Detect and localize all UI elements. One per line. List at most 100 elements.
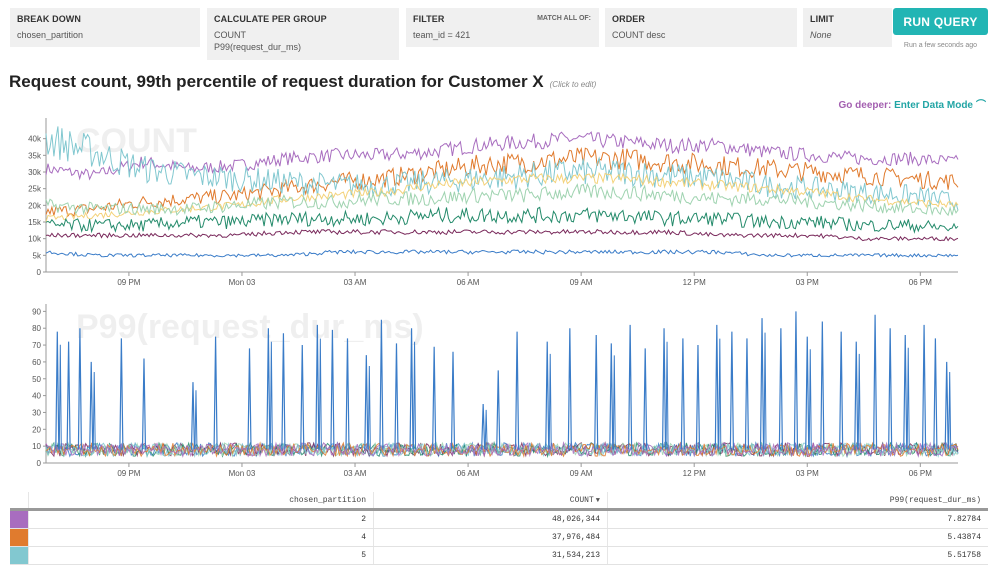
- p99-spike[interactable]: [609, 343, 614, 450]
- p99-spike[interactable]: [665, 341, 669, 450]
- filter-clause[interactable]: FILTER MATCH ALL OF: team_id = 421: [406, 8, 599, 47]
- p99-spike[interactable]: [55, 331, 60, 450]
- series-line-5[interactable]: [45, 126, 959, 211]
- p99-spike[interactable]: [194, 390, 198, 450]
- p99-spike[interactable]: [432, 346, 437, 450]
- p99-spike[interactable]: [281, 333, 286, 450]
- p99-spike[interactable]: [545, 341, 550, 450]
- run-query-button[interactable]: RUN QUERY: [893, 8, 988, 35]
- header-p99[interactable]: P99(request_dur_ms): [607, 492, 988, 508]
- series-line-2[interactable]: [45, 131, 959, 181]
- p99-spike[interactable]: [77, 328, 83, 450]
- series-line-series-7[interactable]: [45, 228, 959, 242]
- p99-spike[interactable]: [628, 324, 633, 450]
- p99-spike[interactable]: [92, 372, 96, 450]
- p99-spike[interactable]: [763, 332, 767, 450]
- p99-spike[interactable]: [680, 338, 685, 450]
- p99-spike[interactable]: [820, 321, 825, 450]
- p99-spike[interactable]: [729, 331, 734, 450]
- p99-spike[interactable]: [266, 328, 271, 450]
- p99-spike[interactable]: [213, 336, 218, 450]
- breakdown-clause[interactable]: BREAK DOWN chosen_partition: [10, 8, 200, 47]
- p99-spike[interactable]: [695, 345, 701, 450]
- p99-spike[interactable]: [888, 328, 893, 450]
- table-row[interactable]: 5 31,534,213 5.51758: [10, 547, 988, 565]
- p99-spike[interactable]: [744, 338, 750, 450]
- p99-spike[interactable]: [906, 347, 910, 450]
- p99-spike[interactable]: [66, 341, 71, 450]
- p99-spike[interactable]: [921, 324, 927, 450]
- p99-spike[interactable]: [450, 351, 456, 450]
- p99-spike[interactable]: [300, 345, 305, 450]
- p99-spike[interactable]: [643, 348, 648, 450]
- header-count[interactable]: COUNT ▼: [373, 492, 607, 508]
- p99-spike[interactable]: [948, 372, 952, 450]
- series-line-series-4[interactable]: [45, 172, 959, 222]
- series-line-series-6[interactable]: [45, 206, 959, 234]
- page-title[interactable]: Request count, 99th percentile of reques…: [9, 72, 596, 92]
- page-title-text[interactable]: Request count, 99th percentile of reques…: [9, 72, 544, 91]
- p99-spike[interactable]: [805, 336, 810, 450]
- p99-spike[interactable]: [718, 338, 722, 450]
- p99-spike[interactable]: [330, 329, 335, 450]
- p99-spike[interactable]: [933, 338, 938, 450]
- p99-spike[interactable]: [857, 353, 861, 450]
- p99-spike[interactable]: [394, 343, 399, 450]
- p99-spike[interactable]: [364, 355, 369, 450]
- count-chart[interactable]: COUNT 0 5k 10k 15k 20k 25k 30k 35k 40k 09 PM Mon 03…: [0, 112, 1000, 294]
- p99-spike[interactable]: [58, 344, 62, 450]
- p99-spike[interactable]: [872, 314, 878, 450]
- p99-spike[interactable]: [903, 334, 908, 450]
- order-clause[interactable]: ORDER COUNT desc: [605, 8, 797, 47]
- limit-clause[interactable]: LIMIT None: [803, 8, 892, 47]
- enter-data-mode-link[interactable]: Enter Data Mode: [894, 100, 973, 111]
- series-line-series-8[interactable]: [45, 249, 959, 258]
- table-row[interactable]: 4 37,976,484 5.43874: [10, 529, 988, 547]
- header-chosen-partition[interactable]: chosen_partition: [28, 492, 373, 508]
- p99-chart[interactable]: P99(request_dur_ms) 0 10 20 30 40 50 60 70 80 90 09…: [0, 300, 1000, 485]
- p99-spike[interactable]: [567, 328, 572, 450]
- p99-spike[interactable]: [89, 361, 94, 450]
- calculate-value-count: COUNT: [214, 30, 246, 40]
- p99-chart-svg[interactable]: P99(request_dur_ms) 0 10 20 30 40 50 60 70 80 90 09…: [0, 300, 1000, 485]
- p99-spike[interactable]: [661, 328, 667, 450]
- y-tick-label: 40: [32, 392, 41, 401]
- series-line-series-5[interactable]: [45, 182, 959, 217]
- p99-spike[interactable]: [548, 353, 552, 450]
- series-line-4[interactable]: [45, 146, 959, 218]
- p99-spike[interactable]: [413, 341, 417, 450]
- p99-spike[interactable]: [409, 328, 414, 450]
- p99-spike[interactable]: [481, 404, 486, 450]
- go-deeper-link[interactable]: Go deeper: Enter Data Mode ⌒: [839, 96, 986, 111]
- p99-spike[interactable]: [496, 370, 501, 450]
- p99-spike[interactable]: [269, 341, 273, 450]
- breakdown-label: BREAK DOWN: [17, 14, 81, 24]
- p99-spike[interactable]: [345, 338, 350, 450]
- p99-spike[interactable]: [594, 334, 599, 450]
- p99-spike[interactable]: [119, 338, 124, 450]
- p99-spike[interactable]: [793, 311, 799, 450]
- results-table: chosen_partition COUNT ▼ P99(request_dur_…: [10, 492, 988, 565]
- p99-spike[interactable]: [808, 349, 812, 450]
- p99-spike[interactable]: [367, 365, 371, 450]
- p99-spike[interactable]: [714, 324, 719, 450]
- p99-spike[interactable]: [514, 331, 520, 450]
- p99-baseline-series[interactable]: [45, 441, 959, 459]
- p99-spike[interactable]: [190, 382, 196, 450]
- table-row[interactable]: 2 48,026,344 7.82784: [10, 511, 988, 529]
- p99-spike[interactable]: [944, 361, 949, 450]
- p99-spike[interactable]: [612, 355, 616, 450]
- filter-match-mode[interactable]: MATCH ALL OF:: [537, 15, 591, 22]
- calculate-clause[interactable]: CALCULATE PER GROUP COUNT P99(request_du…: [207, 8, 399, 60]
- p99-spike[interactable]: [247, 348, 252, 450]
- p99-spike[interactable]: [759, 318, 765, 450]
- p99-spike[interactable]: [839, 331, 844, 450]
- p99-spike[interactable]: [854, 341, 859, 450]
- p99-spike[interactable]: [778, 328, 783, 450]
- p99-spike[interactable]: [141, 358, 147, 450]
- p99-spike[interactable]: [315, 324, 320, 450]
- p99-spike[interactable]: [484, 409, 488, 450]
- p99-spike[interactable]: [318, 338, 322, 450]
- p99-spike[interactable]: [379, 319, 384, 450]
- count-chart-svg[interactable]: COUNT 0 5k 10k 15k 20k 25k 30k 35k 40k 09 PM Mon 03…: [0, 112, 1000, 294]
